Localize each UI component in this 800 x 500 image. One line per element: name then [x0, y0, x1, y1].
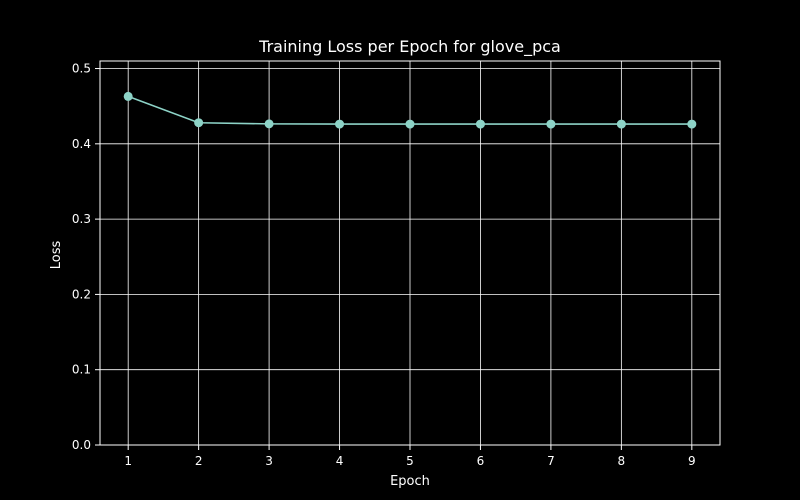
x-axis-label: Epoch	[390, 474, 430, 489]
x-tick-label: 4	[336, 454, 344, 468]
data-point	[405, 119, 415, 129]
x-tick-label: 8	[618, 454, 626, 468]
tick-labels: 1 2 3 4 5 6 7 8 9 0.0 0.1 0.2 0.3 0.4 0.5	[72, 62, 696, 468]
y-tick-label: 0.1	[72, 363, 91, 377]
data-point	[123, 91, 133, 101]
plot-frame	[99, 60, 721, 446]
y-tick-label: 0.2	[72, 287, 91, 301]
axes	[95, 60, 721, 450]
x-tick-label: 3	[265, 454, 273, 468]
y-tick-label: 0.0	[72, 438, 91, 452]
y-tick-label: 0.3	[72, 212, 91, 226]
data-point	[475, 119, 485, 129]
data-point	[194, 118, 204, 128]
x-tick-label: 9	[688, 454, 696, 468]
x-tick-label: 7	[547, 454, 555, 468]
data-point	[687, 119, 697, 129]
y-tick-label: 0.4	[72, 137, 91, 151]
chart-title: Training Loss per Epoch for glove_pca	[258, 37, 561, 57]
x-tick-label: 2	[195, 454, 203, 468]
data-point	[546, 119, 556, 129]
grid-lines	[100, 61, 720, 446]
data-point	[616, 119, 626, 129]
data-point	[335, 119, 345, 129]
x-tick-label: 5	[406, 454, 414, 468]
y-tick-label: 0.5	[72, 62, 91, 76]
x-tick-label: 1	[124, 454, 132, 468]
series-loss	[123, 91, 697, 129]
x-tick-label: 6	[477, 454, 485, 468]
y-axis-label: Loss	[49, 241, 64, 270]
data-point	[264, 119, 274, 129]
